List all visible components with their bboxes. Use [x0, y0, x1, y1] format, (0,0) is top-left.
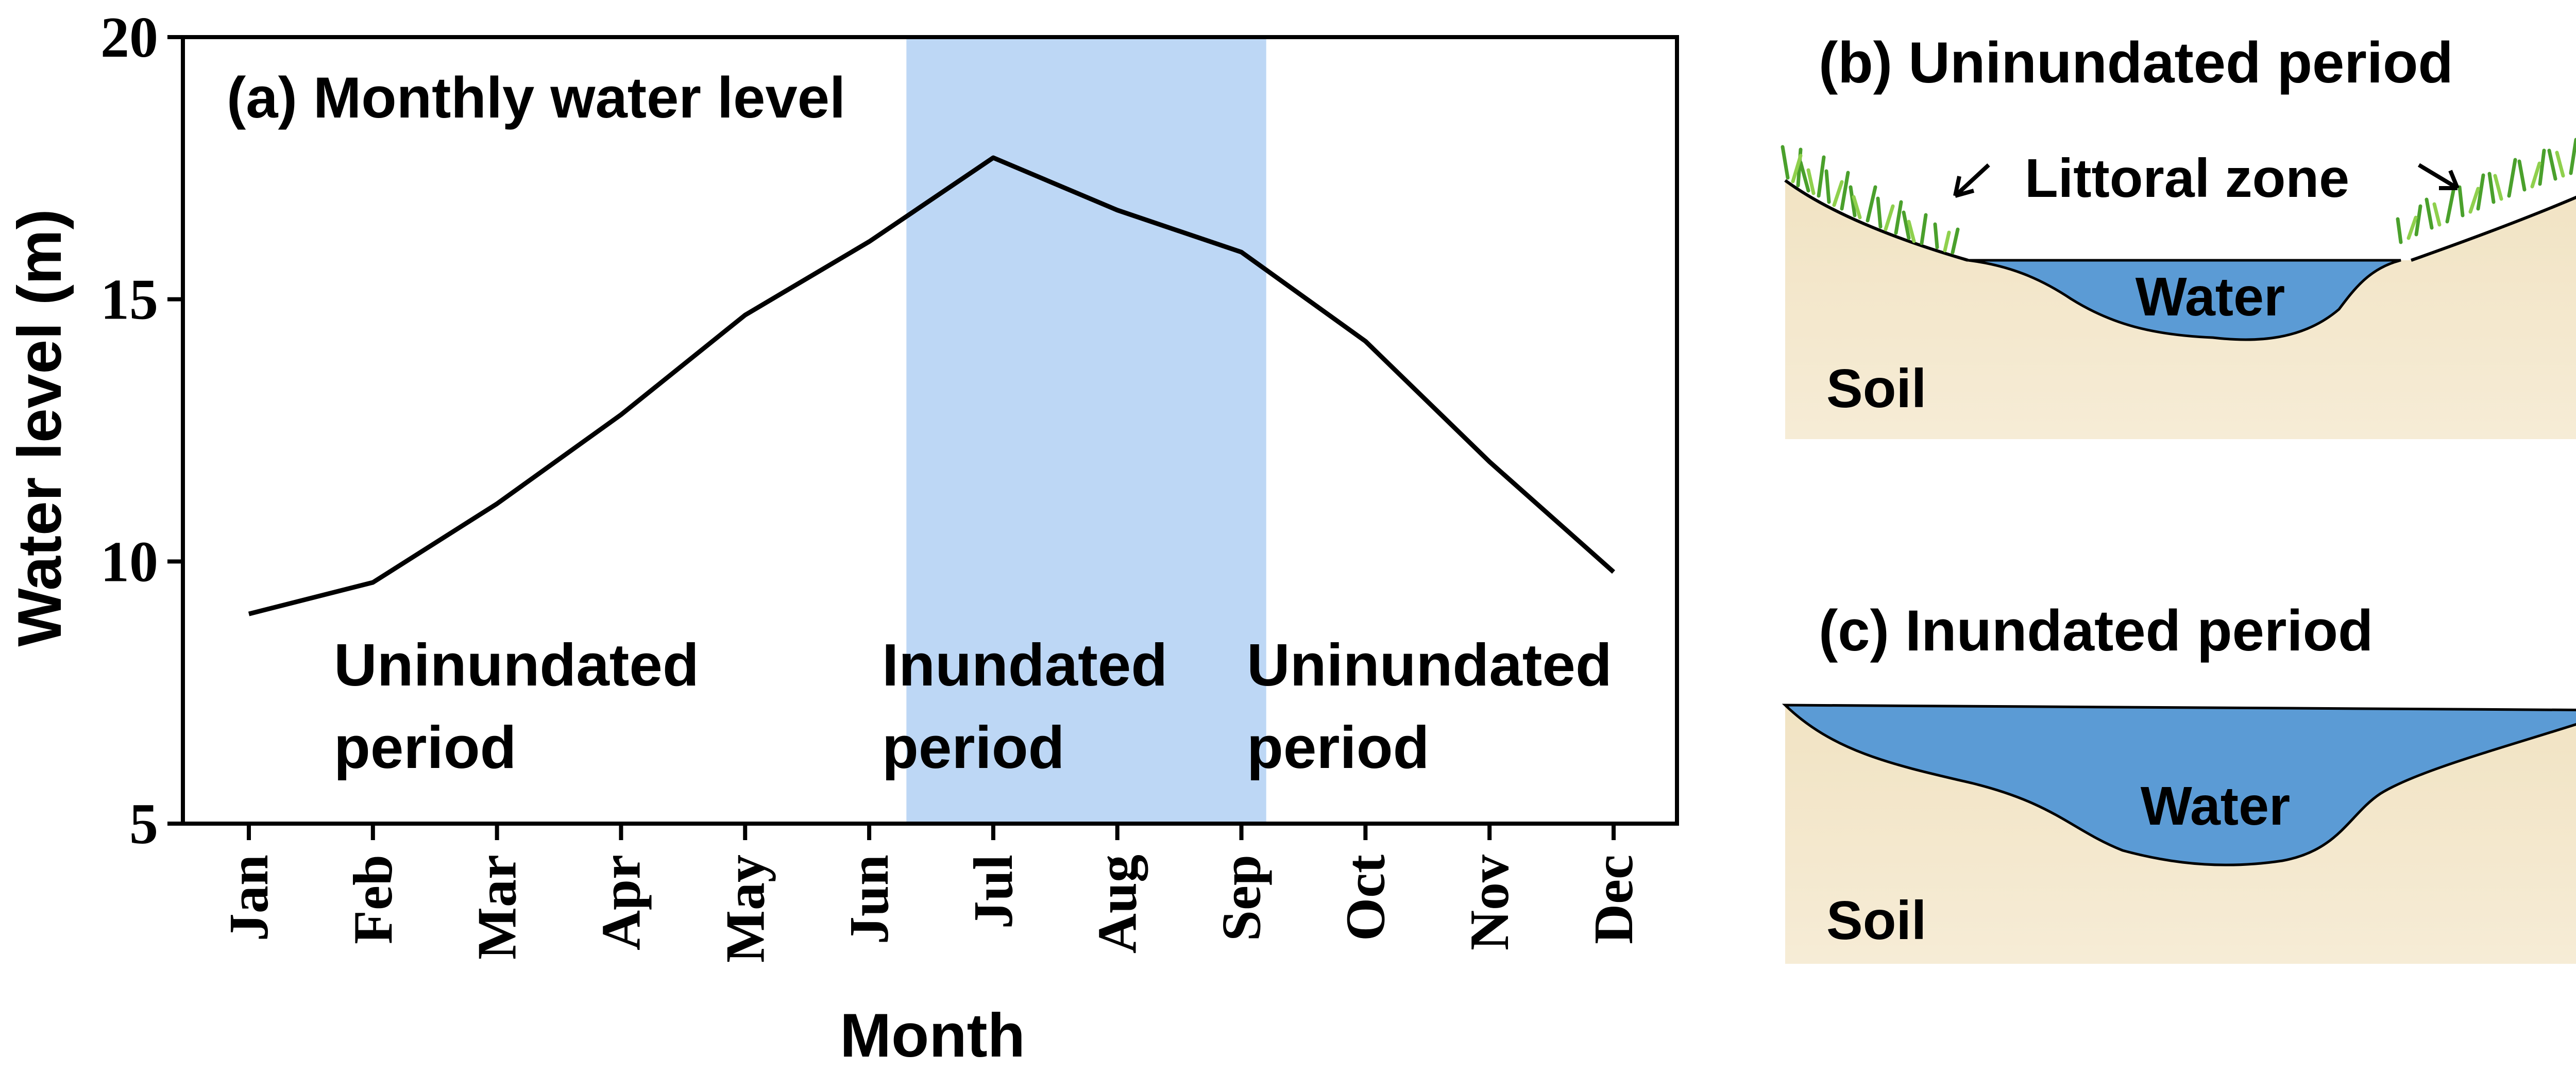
- y-tick-labels: 5 10 15 20: [100, 6, 158, 856]
- annotation-uninundated-left-line2: period: [334, 714, 516, 781]
- inundated-diagram: (c) Inundated period Water Soil: [1782, 598, 2576, 964]
- x-tick-label-oct: Oct: [1335, 855, 1396, 941]
- annotation-uninundated-right-line2: period: [1247, 714, 1429, 781]
- x-tick-label-jan: Jan: [218, 855, 280, 941]
- y-tick-label: 5: [129, 792, 158, 856]
- x-tick-label-nov: Nov: [1459, 855, 1520, 950]
- x-tick-label-apr: Apr: [590, 855, 652, 950]
- annotation-inundated-line1: Inundated: [882, 631, 1167, 698]
- plot-frame: [181, 35, 1679, 826]
- annotation-inundated-line2: period: [882, 714, 1064, 781]
- inundated-period-shading: [906, 37, 1266, 824]
- x-tick-label-aug: Aug: [1087, 855, 1148, 954]
- annotation-uninundated-right-line1: Uninundated: [1247, 631, 1612, 698]
- y-tick-label: 15: [100, 268, 158, 332]
- littoral-arrow-left-icon: [1953, 163, 1990, 198]
- soil-label-c: Soil: [1826, 890, 1926, 951]
- annotation-uninundated-left-line1: Uninundated: [334, 631, 699, 698]
- chart-title: (a) Monthly water level: [227, 65, 845, 130]
- water-body-c: [1782, 704, 2576, 866]
- panel-b-title: (b) Uninundated period: [1819, 30, 2453, 95]
- water-body-b: [1968, 259, 2401, 341]
- x-tick-label-dec: Dec: [1583, 855, 1645, 944]
- littoral-arrow-right-icon: [2417, 163, 2460, 190]
- water-label-b: Water: [2136, 266, 2285, 327]
- y-tick-label: 20: [100, 6, 158, 70]
- panel-c-title: (c) Inundated period: [1819, 598, 2373, 663]
- x-tick-label-sep: Sep: [1211, 855, 1273, 941]
- water-label-c: Water: [2141, 776, 2291, 837]
- x-tick-marks: [247, 824, 1616, 840]
- x-tick-label-jul: Jul: [963, 855, 1024, 929]
- water-level-line: [248, 155, 1615, 616]
- uninundated-diagram: (b) Uninundated period Littoral zone Wat…: [1781, 30, 2576, 439]
- y-axis-label: Water level (m): [5, 209, 74, 646]
- x-tick-label-mar: Mar: [467, 855, 528, 960]
- grass-left-icon: [1781, 145, 1960, 255]
- x-tick-label-may: May: [715, 855, 776, 963]
- bank-outline-b: [1784, 179, 2576, 262]
- x-tick-label-feb: Feb: [343, 855, 404, 944]
- littoral-zone-label: Littoral zone: [2025, 148, 2349, 209]
- x-tick-label-jun: Jun: [839, 855, 900, 944]
- x-tick-labels: Jan Feb Mar Apr May Jun Jul Aug Sep Oct Nov Dec: [218, 855, 1645, 963]
- water-level-chart: 5 10 15 20 Jan Feb Mar Apr May Jun Jul Aug Sep Oct No…: [5, 6, 1679, 1070]
- y-tick-marks: [167, 35, 183, 826]
- x-axis-label: Month: [840, 1001, 1025, 1070]
- grass-right-icon: [2396, 138, 2576, 244]
- soil-label-b: Soil: [1826, 358, 1926, 419]
- y-tick-label: 10: [100, 530, 158, 594]
